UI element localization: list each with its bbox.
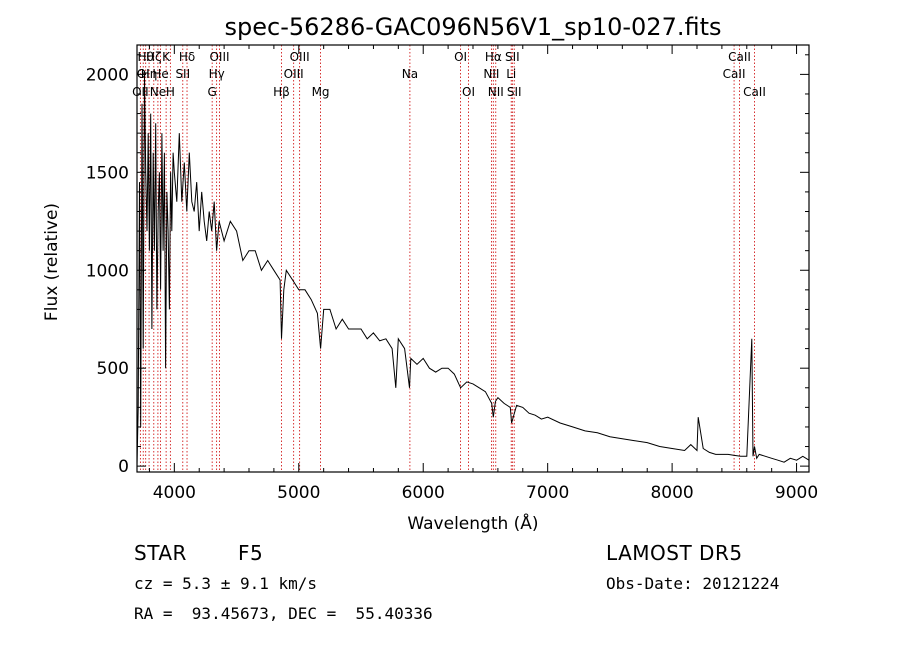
line-label-29: CaII: [743, 85, 766, 99]
line-label-8: H: [166, 85, 175, 99]
line-label-21: NII: [483, 67, 499, 81]
spectrum-line-0: [136, 74, 810, 467]
line-label-24: Li: [506, 67, 516, 81]
line-label-4: Hζ: [146, 50, 162, 64]
axis-ticks: 4000 5000 6000 7000 8000 9000 0 500 1000 1500 2000: [86, 45, 818, 503]
y-tick-label-3: 1500: [86, 163, 129, 183]
spectrum-series: [136, 74, 810, 467]
line-label-18: Na: [402, 67, 418, 81]
y-axis-label: Flux (relative): [42, 203, 62, 321]
y-tick-label-2: 1000: [86, 261, 129, 281]
redshift-value: cz = 5.3 ± 9.1 km/s: [134, 574, 318, 593]
x-tick-label-0: 4000: [153, 483, 196, 503]
object-class: STAR: [134, 541, 187, 565]
line-label-5: Ne: [150, 85, 166, 99]
line-label-28: CaII: [728, 50, 751, 64]
line-label-16: OIII: [290, 50, 310, 64]
x-tick-label-4: 8000: [650, 483, 693, 503]
chart-title: spec-56286-GAC096N56V1_sp10-027.fits: [225, 13, 722, 41]
line-label-23: NII: [488, 85, 504, 99]
object-subclass: F5: [238, 541, 264, 565]
line-label-20: OI: [462, 85, 475, 99]
line-label-6: He: [152, 67, 168, 81]
x-axis-label: Wavelength (Å): [407, 512, 538, 534]
line-label-22: Hα: [485, 50, 502, 64]
line-label-3: Hη: [141, 67, 158, 81]
emission-line-markers: [139, 45, 755, 472]
y-tick-label-4: 2000: [86, 65, 129, 85]
line-label-14: Hβ: [273, 85, 290, 99]
line-label-1: OI: [137, 67, 150, 81]
observation-date: Obs-Date: 20121224: [606, 574, 780, 593]
line-label-2: Hθ: [138, 50, 154, 64]
y-tick-label-1: 500: [97, 359, 129, 379]
coordinates: RA = 93.45673, DEC = 55.40336: [134, 604, 433, 623]
x-tick-label-3: 7000: [526, 483, 569, 503]
line-label-10: Hδ: [179, 50, 195, 64]
line-label-19: OI: [454, 50, 467, 64]
line-label-12: Hγ: [209, 67, 225, 81]
line-label-11: G: [208, 85, 217, 99]
line-label-17: Mg: [312, 85, 330, 99]
line-label-13: OIII: [209, 50, 229, 64]
plot-frame: [136, 44, 810, 473]
survey-name: LAMOST DR5: [606, 541, 743, 565]
x-tick-label-2: 6000: [402, 483, 445, 503]
x-tick-label-5: 9000: [775, 483, 818, 503]
line-label-9: SII: [175, 67, 190, 81]
line-label-27: CaII: [723, 67, 746, 81]
x-tick-label-1: 5000: [277, 483, 320, 503]
line-labels: OIIOIHθHηHζNeHeKHSIIHδGHγOIIIHβOIIIOIIIM…: [132, 50, 766, 99]
y-tick-label-0: 0: [118, 457, 129, 477]
line-label-26: SII: [507, 85, 522, 99]
line-label-7: K: [162, 50, 171, 64]
line-label-0: OII: [132, 85, 149, 99]
line-label-15: OIII: [284, 67, 304, 81]
line-label-25: SII: [505, 50, 520, 64]
